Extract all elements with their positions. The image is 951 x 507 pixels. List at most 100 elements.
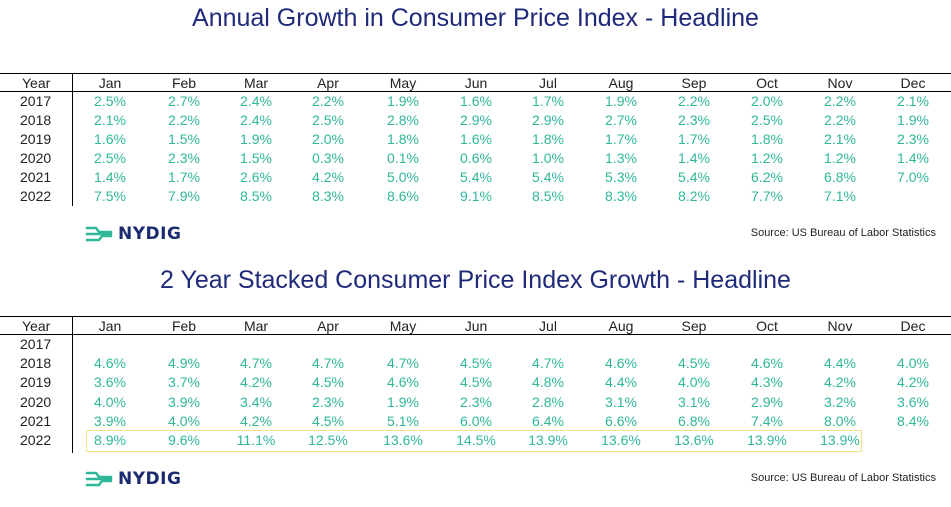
column-header: Dec	[900, 318, 926, 334]
column-header: Apr	[317, 75, 339, 91]
table-cell: 4.6%	[605, 355, 637, 372]
table-cell: 3.4%	[240, 393, 272, 410]
column-header: May	[389, 75, 417, 91]
table-cell: 8.0%	[824, 412, 856, 429]
table-cell: 2.3%	[460, 393, 492, 410]
table-cell: 1.4%	[94, 169, 126, 185]
table-cell: 3.9%	[94, 412, 126, 429]
table-cell: 4.7%	[387, 355, 419, 372]
table-cell: 3.2%	[824, 393, 856, 410]
table-cell: 2.9%	[532, 112, 564, 128]
table-cell: 0.1%	[387, 150, 419, 166]
table-cell: 13.9%	[747, 432, 787, 448]
table-cell: 1.4%	[678, 150, 710, 166]
header-rule	[0, 73, 951, 74]
table-cell: 6.4%	[532, 412, 564, 429]
column-header: Nov	[827, 318, 853, 334]
row-year-label: 2018	[20, 355, 52, 372]
table-cell: 3.6%	[897, 393, 929, 410]
table-cell: 1.9%	[387, 93, 419, 109]
table-cell: 8.2%	[678, 188, 710, 204]
table-cell: 6.8%	[824, 169, 856, 185]
column-header: Jan	[98, 318, 122, 334]
row-year-label: 2022	[20, 188, 52, 204]
table-cell: 4.6%	[94, 355, 126, 372]
table-cell: 1.2%	[824, 150, 856, 166]
table-cell: 4.4%	[824, 355, 856, 372]
highlight-row-box	[86, 430, 862, 452]
table-cell: 3.1%	[678, 393, 710, 410]
table-cell: 9.6%	[168, 432, 200, 448]
table-cell: 1.7%	[605, 131, 637, 147]
table-cell: 1.6%	[460, 93, 492, 109]
table-cell: 7.0%	[897, 169, 929, 185]
table-cell: 3.6%	[94, 374, 126, 391]
table-cell: 1.5%	[240, 150, 272, 166]
table-cell: 4.7%	[312, 355, 344, 372]
table-cell: 1.7%	[168, 169, 200, 185]
table-cell: 1.8%	[387, 131, 419, 147]
column-header: Jun	[464, 318, 488, 334]
table-cell: 6.2%	[751, 169, 783, 185]
table-cell: 1.8%	[751, 131, 783, 147]
table-cell: 4.2%	[824, 374, 856, 391]
nydig-logo: NYDIG	[85, 224, 181, 244]
table-cell: 2.1%	[94, 112, 126, 128]
column-header: Oct	[756, 318, 778, 334]
table-cell: 2.2%	[168, 112, 200, 128]
table-cell: 4.2%	[240, 412, 272, 429]
column-header: Jul	[539, 75, 557, 91]
table-cell: 4.8%	[532, 374, 564, 391]
table-cell: 4.9%	[168, 355, 200, 372]
annual-growth-panel: Annual Growth in Consumer Price Index - …	[0, 0, 951, 250]
column-header: Jul	[539, 318, 557, 334]
table-cell: 4.2%	[312, 169, 344, 185]
source-note: Source: US Bureau of Labor Statistics	[750, 227, 936, 239]
table-cell: 2.8%	[532, 393, 564, 410]
column-header: Sep	[681, 318, 707, 334]
table-cell: 4.4%	[605, 374, 637, 391]
table-cell: 2.3%	[897, 131, 929, 147]
table-cell: 14.5%	[456, 432, 496, 448]
header-rule	[0, 334, 951, 335]
table-cell: 1.9%	[605, 93, 637, 109]
table-cell: 2.3%	[678, 112, 710, 128]
table-cell: 1.9%	[387, 393, 419, 410]
table-cell: 6.0%	[460, 412, 492, 429]
table-cell: 4.5%	[678, 355, 710, 372]
table-cell: 2.7%	[168, 93, 200, 109]
table-cell: 4.2%	[240, 374, 272, 391]
nydig-logo: NYDIG	[85, 469, 181, 489]
table-cell: 1.6%	[94, 131, 126, 147]
source-note: Source: US Bureau of Labor Statistics	[750, 472, 936, 484]
table-cell: 8.5%	[532, 188, 564, 204]
table-cell: 5.1%	[387, 412, 419, 429]
table-cell: 5.4%	[532, 169, 564, 185]
table-cell: 2.5%	[312, 112, 344, 128]
header-rule	[0, 316, 951, 317]
table-cell: 5.0%	[387, 169, 419, 185]
table-cell: 2.1%	[824, 131, 856, 147]
row-year-label: 2019	[20, 131, 52, 147]
table-cell: 5.4%	[678, 169, 710, 185]
row-year-label: 2021	[20, 169, 52, 185]
column-header-year: Year	[22, 318, 51, 334]
table-cell: 7.7%	[751, 188, 783, 204]
row-year-label: 2017	[20, 93, 52, 109]
column-header: Mar	[243, 75, 269, 91]
table-cell: 2.4%	[240, 93, 272, 109]
row-year-label: 2020	[20, 150, 52, 166]
table-cell: 2.3%	[168, 150, 200, 166]
table-cell: 2.2%	[824, 93, 856, 109]
table-cell: 4.6%	[387, 374, 419, 391]
year-column-rule	[72, 316, 73, 453]
table-cell: 8.4%	[897, 412, 929, 429]
table-cell: 4.7%	[532, 355, 564, 372]
table-cell: 8.3%	[605, 188, 637, 204]
table-cell: 4.5%	[460, 355, 492, 372]
table-cell: 2.5%	[751, 112, 783, 128]
table-cell: 13.9%	[528, 432, 568, 448]
table-cell: 2.6%	[240, 169, 272, 185]
table-cell: 1.2%	[751, 150, 783, 166]
table-cell: 7.9%	[168, 188, 200, 204]
